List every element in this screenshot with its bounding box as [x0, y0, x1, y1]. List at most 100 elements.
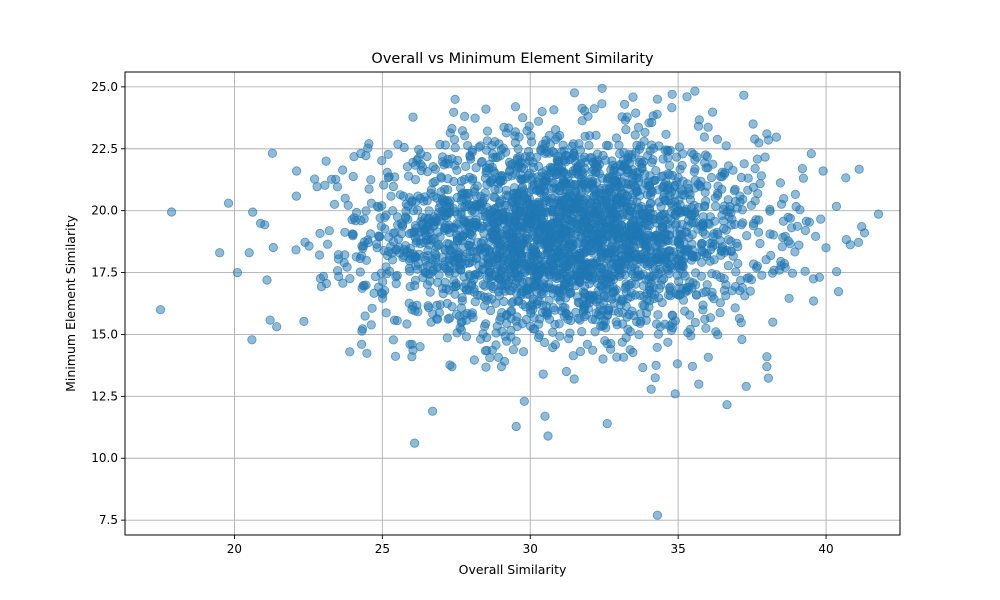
data-point: [746, 275, 757, 285]
data-point: [652, 94, 663, 104]
data-point: [547, 327, 558, 337]
data-point: [730, 303, 740, 313]
data-point: [244, 248, 254, 258]
data-point: [512, 163, 522, 173]
data-point: [507, 235, 518, 245]
data-point: [342, 262, 352, 272]
data-point: [379, 180, 389, 190]
data-point: [664, 161, 675, 171]
data-point: [653, 310, 663, 320]
data-point: [613, 307, 624, 318]
data-point: [272, 322, 282, 332]
data-point: [522, 194, 532, 204]
data-point: [574, 253, 584, 263]
data-point: [831, 266, 842, 277]
data-point: [481, 168, 491, 178]
data-point: [708, 232, 718, 242]
data-point: [597, 196, 607, 206]
data-point: [588, 260, 599, 270]
data-point: [340, 227, 350, 237]
data-point: [818, 166, 828, 176]
data-point: [383, 149, 393, 159]
data-point: [707, 268, 717, 279]
data-point: [582, 195, 592, 205]
data-point: [800, 225, 811, 236]
data-point: [387, 255, 398, 265]
data-point: [321, 156, 331, 166]
data-point: [300, 237, 310, 247]
data-point: [490, 184, 500, 195]
data-point: [486, 175, 497, 185]
data-point: [428, 162, 438, 172]
data-point: [422, 280, 432, 290]
data-point: [650, 242, 661, 252]
data-point: [510, 131, 520, 141]
data-point: [545, 139, 555, 149]
data-point: [690, 317, 700, 328]
data-point: [461, 161, 471, 171]
data-point: [604, 248, 614, 258]
data-point: [491, 298, 501, 308]
data-point: [492, 254, 502, 264]
data-point: [511, 421, 521, 432]
data-point: [703, 122, 713, 132]
data-point: [715, 272, 726, 282]
data-point: [537, 107, 547, 117]
data-point: [794, 240, 804, 250]
data-point: [666, 198, 676, 208]
data-point: [483, 260, 493, 270]
data-point: [577, 103, 587, 113]
data-point: [814, 272, 825, 282]
data-point: [594, 169, 604, 179]
data-point: [392, 315, 402, 326]
data-point: [648, 176, 659, 186]
data-point: [626, 180, 636, 190]
data-point: [367, 303, 377, 313]
data-point: [605, 277, 615, 287]
x-tick-label: 25: [375, 542, 390, 556]
data-point: [653, 329, 664, 339]
data-point: [562, 254, 572, 264]
data-point: [626, 206, 636, 216]
data-point: [542, 220, 553, 230]
data-point: [648, 143, 659, 153]
data-point: [775, 178, 786, 188]
data-point: [693, 179, 703, 189]
data-point: [550, 340, 561, 350]
data-point: [428, 191, 439, 201]
data-point: [589, 104, 599, 114]
data-point: [530, 246, 540, 256]
data-point: [361, 151, 371, 161]
data-point: [671, 289, 681, 299]
data-point: [632, 140, 642, 150]
data-point: [464, 270, 474, 280]
data-point: [435, 139, 445, 150]
data-point: [486, 281, 496, 291]
data-point: [651, 319, 662, 329]
data-point: [561, 366, 572, 377]
data-point: [494, 274, 505, 284]
data-point: [685, 310, 695, 320]
data-point: [566, 235, 576, 245]
data-point: [798, 173, 809, 183]
data-point: [682, 92, 692, 102]
data-point: [331, 174, 341, 184]
data-point: [630, 130, 640, 140]
data-point: [737, 282, 747, 293]
data-point: [555, 288, 565, 298]
data-point: [372, 201, 382, 211]
data-point: [753, 189, 763, 199]
data-point: [443, 185, 453, 195]
data-point: [490, 212, 500, 222]
data-point: [440, 221, 450, 231]
data-point: [630, 279, 641, 289]
data-point: [534, 319, 544, 329]
data-point: [355, 267, 365, 277]
data-point: [447, 301, 457, 312]
data-point: [613, 219, 623, 229]
data-point: [687, 252, 698, 262]
data-point: [616, 197, 627, 207]
x-tick-label: 35: [671, 542, 686, 556]
data-point: [427, 406, 438, 416]
data-point: [604, 305, 614, 315]
